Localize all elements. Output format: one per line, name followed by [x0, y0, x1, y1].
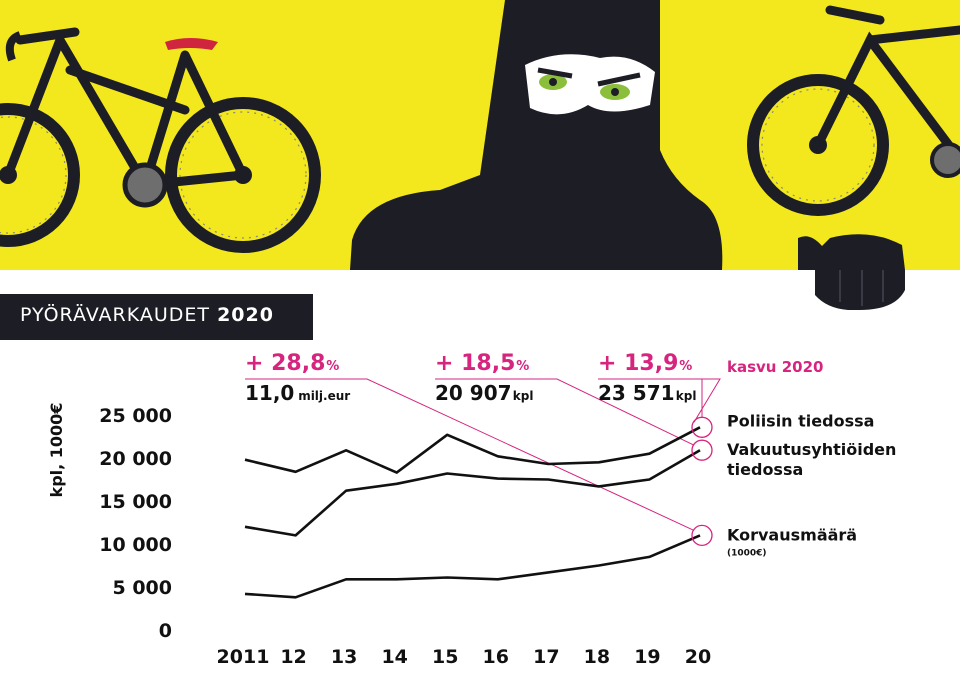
y-axis-label: kpl, 1000€	[47, 403, 66, 498]
series-line	[244, 449, 701, 537]
x-tick-label: 14	[381, 646, 407, 668]
y-tick-label: 0	[159, 620, 172, 642]
x-tick-label: 17	[533, 646, 559, 668]
x-tick-label: 16	[483, 646, 509, 668]
hand-overhang	[815, 270, 905, 310]
growth-legend: kasvu 2020	[727, 358, 823, 376]
series-end-marker	[691, 439, 713, 461]
growth-percent: + 28,8	[245, 351, 325, 376]
growth-percent-sign: %	[679, 359, 692, 374]
x-tick-label: 13	[331, 646, 357, 668]
series-end-marker	[691, 416, 713, 438]
series-label: Poliisin tiedossa	[727, 411, 874, 430]
x-tick-label: 18	[584, 646, 610, 668]
x-tick-label: 12	[280, 646, 306, 668]
annotation-value: 11,0	[245, 381, 294, 405]
series-label: Korvausmäärä	[727, 525, 857, 544]
y-tick-label: 10 000	[99, 534, 172, 556]
annotation-unit: milj.eur	[298, 389, 350, 403]
series-end-marker	[691, 524, 713, 547]
annotation-unit: kpl	[513, 389, 534, 403]
growth-percent-sign: %	[326, 359, 339, 374]
page-title: PYÖRÄVARKAUDET 2020	[20, 304, 274, 326]
annotation-unit: kpl	[676, 389, 697, 403]
y-tick-label: 15 000	[99, 491, 172, 513]
growth-percent: + 18,5	[435, 351, 515, 376]
bicycle-right-illustration	[747, 5, 960, 216]
growth-percent-sign: %	[516, 359, 529, 374]
y-tick-label: 20 000	[99, 448, 172, 470]
x-tick-label: 19	[634, 646, 660, 668]
series-label-continued: tiedossa	[727, 460, 803, 479]
annotation-leader	[435, 378, 695, 446]
x-tick-label: 20	[685, 646, 711, 668]
series-line	[244, 426, 701, 474]
annotation-value: 23 571	[598, 381, 675, 405]
series-unit-note: (1000€)	[727, 548, 767, 558]
annotation-leader	[598, 378, 721, 423]
gloved-hand-illustration	[798, 234, 905, 270]
masked-thief-illustration	[350, 0, 723, 270]
series-label: Vakuutusyhtiöiden	[727, 440, 896, 459]
y-tick-label: 5 000	[113, 577, 173, 599]
y-tick-label: 25 000	[99, 405, 172, 427]
annotation-leader	[245, 378, 695, 531]
bicycle-left-illustration	[0, 27, 321, 253]
growth-percent: + 13,9	[598, 351, 678, 376]
series-line	[244, 534, 701, 599]
header-illustration	[0, 0, 960, 270]
title-bar: PYÖRÄVARKAUDET 2020	[0, 294, 313, 340]
x-tick-label: 2011	[217, 646, 270, 668]
annotation-value: 20 907	[435, 381, 512, 405]
x-tick-label: 15	[432, 646, 458, 668]
